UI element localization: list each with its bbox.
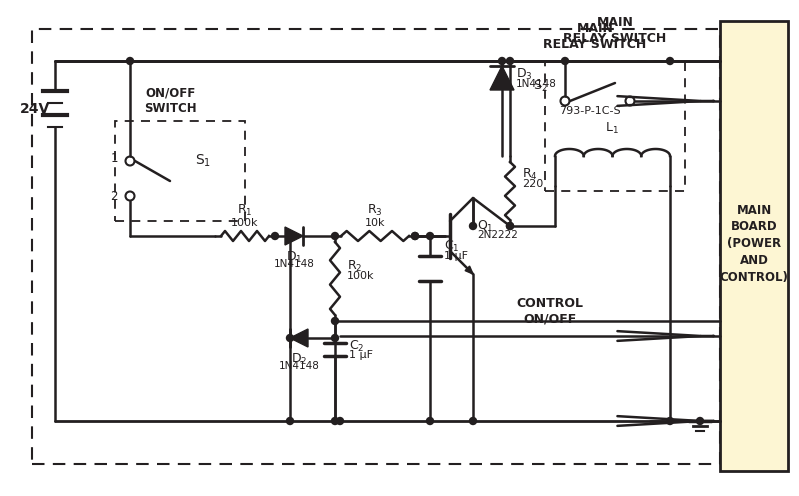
Polygon shape (290, 329, 308, 347)
Circle shape (126, 58, 133, 64)
Text: 220: 220 (522, 179, 543, 189)
Circle shape (272, 233, 279, 240)
Polygon shape (465, 266, 473, 274)
Circle shape (411, 233, 419, 240)
Text: MAIN
BOARD
(POWER
AND
CONTROL): MAIN BOARD (POWER AND CONTROL) (720, 203, 789, 285)
Text: $\mathsf{D_2}$: $\mathsf{D_2}$ (291, 352, 307, 367)
Circle shape (427, 233, 434, 240)
Text: $\mathsf{C_2}$: $\mathsf{C_2}$ (349, 338, 364, 354)
Text: $\mathsf{R_3}$: $\mathsf{R_3}$ (368, 203, 383, 218)
Circle shape (507, 58, 514, 64)
Bar (115, 121, 245, 221)
Circle shape (332, 334, 339, 342)
Circle shape (336, 418, 344, 425)
Circle shape (470, 418, 476, 425)
Circle shape (332, 233, 339, 240)
Text: $\mathsf{Q_1}$: $\mathsf{Q_1}$ (477, 218, 494, 234)
Text: MAIN
RELAY SWITCH: MAIN RELAY SWITCH (563, 16, 666, 46)
Text: $\mathsf{D_1}$: $\mathsf{D_1}$ (286, 250, 302, 265)
Bar (720, 21, 788, 471)
Circle shape (666, 418, 674, 425)
Circle shape (507, 223, 514, 230)
Circle shape (287, 334, 293, 342)
Text: ON/OFF
SWITCH: ON/OFF SWITCH (144, 86, 197, 116)
Text: $\mathsf{S_1}$: $\mathsf{S_1}$ (195, 153, 211, 169)
Text: $\mathsf{L_1}$: $\mathsf{L_1}$ (605, 121, 619, 136)
Text: 24V: 24V (20, 102, 50, 116)
Text: 2: 2 (110, 189, 118, 202)
Polygon shape (285, 227, 303, 245)
Text: 1: 1 (110, 152, 118, 166)
Circle shape (287, 418, 293, 425)
Text: 1N4148: 1N4148 (273, 259, 315, 269)
Bar (32, 29, 720, 464)
Circle shape (507, 223, 514, 230)
Circle shape (470, 223, 476, 230)
Bar (545, 61, 685, 191)
Text: 793-P-1C-S: 793-P-1C-S (559, 106, 621, 116)
Circle shape (499, 58, 506, 64)
Circle shape (332, 317, 339, 324)
Text: 1 μF: 1 μF (444, 251, 468, 261)
Circle shape (562, 58, 569, 64)
Circle shape (411, 233, 419, 240)
Text: 1N4148: 1N4148 (279, 361, 320, 371)
Polygon shape (490, 66, 514, 90)
Text: 10k: 10k (365, 218, 385, 228)
Circle shape (332, 418, 339, 425)
Circle shape (697, 418, 703, 425)
Text: $\mathsf{C_1}$: $\mathsf{C_1}$ (444, 239, 459, 253)
Text: $\mathsf{R_2}$: $\mathsf{R_2}$ (347, 258, 363, 274)
Text: 100k: 100k (231, 218, 259, 228)
Text: 100k: 100k (347, 271, 375, 281)
Text: 1N4148: 1N4148 (516, 79, 557, 89)
Text: CONTROL
ON/OFF: CONTROL ON/OFF (516, 297, 583, 326)
Text: $\mathsf{R_1}$: $\mathsf{R_1}$ (237, 203, 252, 218)
Text: 1 μF: 1 μF (349, 350, 373, 360)
Text: $\mathsf{S_2}$: $\mathsf{S_2}$ (534, 78, 548, 94)
Text: $\mathsf{D_3}$: $\mathsf{D_3}$ (516, 66, 533, 81)
Text: MAIN
RELAY SWITCH: MAIN RELAY SWITCH (543, 21, 646, 51)
Text: $\mathsf{R_4}$: $\mathsf{R_4}$ (522, 167, 538, 182)
Circle shape (427, 418, 434, 425)
Circle shape (666, 58, 674, 64)
Text: 2N2222: 2N2222 (477, 230, 518, 240)
Circle shape (287, 233, 293, 240)
